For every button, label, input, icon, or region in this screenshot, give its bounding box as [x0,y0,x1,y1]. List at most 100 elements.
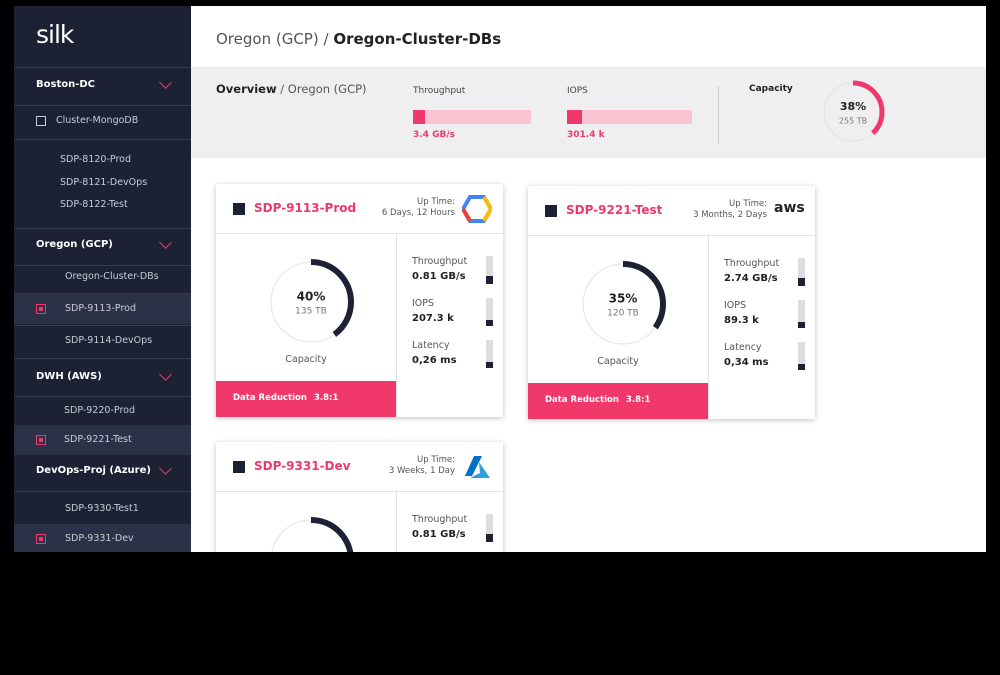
provider-logo [462,195,492,223]
donut-label: 40% [297,553,326,567]
donut-size: 255 TB [839,117,867,126]
divider [718,86,719,144]
sidebar-item[interactable]: SDP-9114-DevOps [65,335,153,346]
page: silk Oregon (GCP) / Oregon-Cluster-DBs O… [14,6,986,552]
metric-value: 207.3 k [412,313,454,324]
metric-bar [486,340,493,368]
donut-label: 40% [297,290,326,304]
label: Throughput [413,86,466,96]
header [216,442,503,492]
separator [14,67,191,68]
metric-label: Throughput [724,258,780,269]
donut-label: 38% [840,100,866,113]
separator [14,491,191,492]
cluster-name: SDP-9221-Test [566,203,663,217]
location: Oregon (GCP) [287,82,367,96]
value: 301.4 k [567,130,605,140]
metric-value: 0.81 GB/s [412,529,466,540]
uptime-label: Up Time: [417,455,455,465]
sidebar-item[interactable]: SDP-8121-DevOps [60,177,148,188]
separator [14,139,191,140]
capacity-caption: Capacity [285,354,327,365]
metric-bar [798,342,805,370]
divider [396,233,397,417]
metric-label: Latency [412,340,450,351]
metric-label: IOPS [412,298,435,309]
separator [14,358,191,359]
group-header[interactable]: DevOps-Proj (Azure) [36,465,151,476]
gcp-hex [462,207,472,223]
group-header[interactable]: Boston-DC [36,79,96,90]
separator [14,293,191,294]
metric-bar [798,258,805,286]
divider [708,235,709,419]
label: IOPS [567,86,588,96]
sidebar-item[interactable]: SDP-9221-Test [64,434,132,445]
uptime: 3 Months, 2 Days [693,210,767,220]
metric-value: 0,26 ms [412,355,457,366]
sidebar-item[interactable]: SDP-9331-Dev [65,533,134,544]
value: 3.8:1 [626,395,651,405]
cluster-card[interactable]: SDP-9113-Prod Up Time: 6 Days, 12 Hours 40%… [216,184,503,417]
metric-bar [798,300,805,328]
label: Capacity [749,84,793,94]
sidebar-item[interactable]: Cluster-MongoDB [56,115,139,126]
donut-arc [580,261,666,347]
metric-bar-fill [486,362,493,368]
provider-logo: aws [774,200,805,216]
checkbox[interactable] [36,116,46,126]
data-reduction: Data Reduction 3.8:1 [528,383,708,419]
group-header[interactable]: DWH (AWS) [36,371,102,382]
gcp-hex [482,195,492,223]
iops-bar [567,110,692,124]
sidebar-item[interactable]: SDP-8122-Test [60,199,128,210]
sidebar-item[interactable]: SDP-9220-Prod [64,405,135,416]
throughput-bar [413,110,531,124]
divider [396,491,397,552]
metric-bar-fill [486,320,493,326]
group-header[interactable]: Oregon (GCP) [36,239,113,250]
metric-bar-fill [798,364,805,370]
selected-marker [36,534,46,544]
azure [470,462,490,478]
selected-marker [36,304,46,314]
separator [14,325,191,326]
capacity-caption: Capacity [597,356,639,367]
donut-label: 35% [609,292,638,306]
logo[interactable]: silk [36,20,74,49]
separator [14,265,191,266]
breadcrumb-separator: / [323,30,329,48]
status-square [233,203,245,215]
metric-value: 2.74 GB/s [724,273,778,284]
sidebar-item[interactable]: SDP-9113-Prod [65,303,136,314]
cluster-card[interactable]: SDP-9331-Dev Up Time: 3 Weeks, 1 Day 40% Thr… [216,442,503,567]
uptime-label: Up Time: [729,199,767,209]
metric-bar-fill [486,276,493,284]
cluster-name: SDP-9113-Prod [254,201,357,215]
value: 3.4 GB/s [413,130,455,140]
metric-bar [486,298,493,326]
sidebar-item[interactable]: Oregon-Cluster-DBs [65,271,159,282]
provider-logo [465,456,490,478]
metric-bar [486,256,493,284]
overview[interactable]: Overview [216,82,277,96]
metric-value: 0.81 GB/s [412,271,466,282]
separator [14,105,191,106]
metric-bar-fill [486,534,493,542]
azure [465,456,482,476]
overview-crumb: Overview / Oregon (GCP) [216,82,367,96]
breadcrumb-parent[interactable]: Oregon (GCP) [216,30,319,48]
header [216,184,503,234]
capacity-donut: 35% 120 TB [580,261,666,347]
sidebar-item[interactable]: SDP-8120-Prod [60,154,131,165]
metric-bar [486,514,493,542]
selected-marker [36,435,46,445]
donut-arc [268,259,354,345]
uptime-label: Up Time: [417,197,455,207]
value: 3.8:1 [314,393,339,403]
metric-label: Throughput [412,256,468,267]
label: Data Reduction [545,395,619,405]
donut-size: 135 TB [295,307,327,317]
sidebar-item[interactable]: SDP-9330-Test1 [65,503,139,514]
cluster-card[interactable]: SDP-9221-Test Up Time: 3 Months, 2 Days aws… [528,186,815,419]
